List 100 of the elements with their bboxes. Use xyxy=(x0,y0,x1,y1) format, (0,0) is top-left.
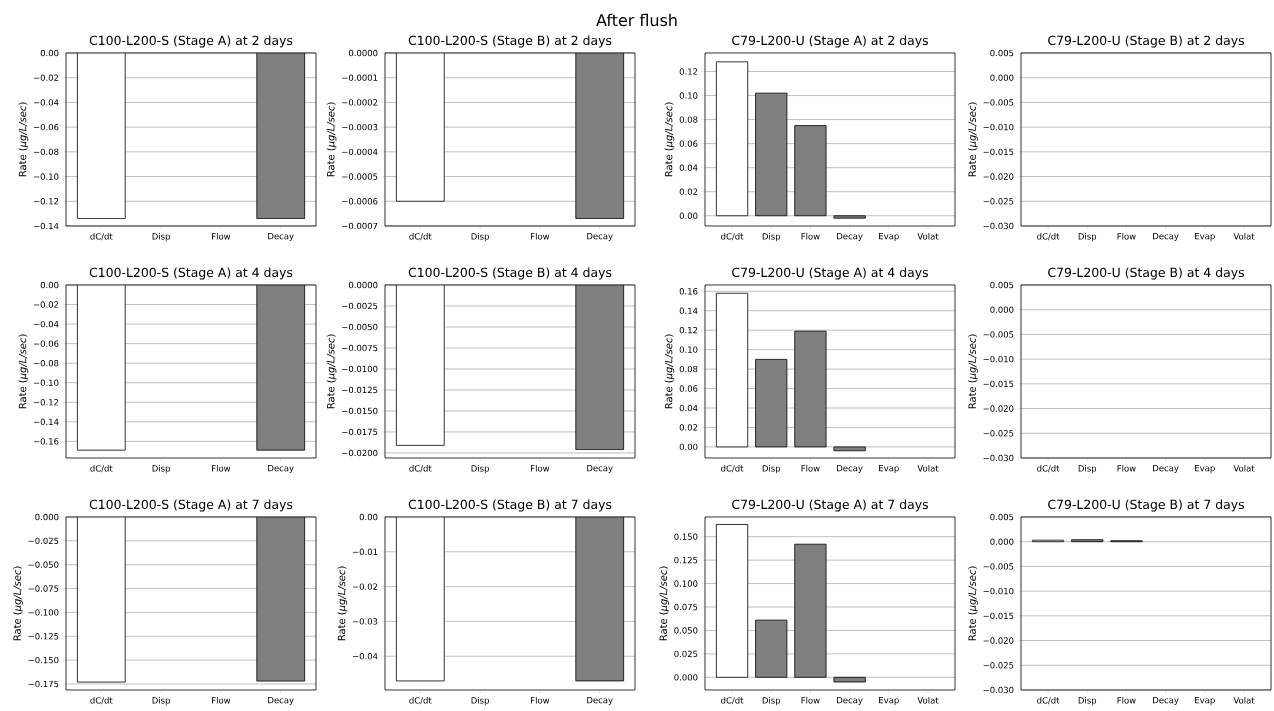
y-tick-label: −0.0125 xyxy=(342,386,378,394)
y-tick-label: −0.0100 xyxy=(342,365,378,373)
x-tick-label: Flow xyxy=(212,233,231,240)
chart-title: C100-L200-S (Stage A) at 2 days xyxy=(89,35,293,48)
x-tick-label: Decay xyxy=(268,233,294,241)
x-tick-label: Volat xyxy=(917,465,939,472)
y-tick-label: −0.030 xyxy=(983,686,1014,694)
y-axis-title: Rate (μg/L/sec) xyxy=(968,102,978,177)
y-tick-label: 0.04 xyxy=(679,404,698,412)
bar xyxy=(715,61,749,217)
x-tick-label: Decay xyxy=(268,697,294,705)
y-tick-label: −0.10 xyxy=(33,173,59,180)
y-tick-label: −0.08 xyxy=(33,359,59,367)
chart-title: C100-L200-S (Stage A) at 4 days xyxy=(89,267,293,280)
y-tick-label: −0.015 xyxy=(983,148,1014,156)
y-axis-title: Rate (μg/L/sec) xyxy=(664,102,675,177)
x-tick-label: Disp xyxy=(1078,232,1097,242)
text: After flush xyxy=(596,13,677,27)
x-tick-label: Decay xyxy=(587,233,613,241)
bar xyxy=(833,676,866,683)
y-tick-label: −0.08 xyxy=(33,148,59,156)
x-tick-label: dC/dt xyxy=(409,697,432,705)
y-tick-label: −0.025 xyxy=(983,662,1014,669)
x-tick-label: dC/dt xyxy=(721,465,744,473)
y-tick-label: 0.12 xyxy=(679,68,698,75)
x-tick-label: Volat xyxy=(917,233,939,240)
y-tick-label: −0.150 xyxy=(28,656,59,664)
y-tick-label: −0.12 xyxy=(33,198,59,205)
y-tick-label: −0.025 xyxy=(983,198,1014,205)
y-tick-label: 0.00 xyxy=(679,443,698,451)
bar xyxy=(715,524,749,678)
y-tick-label: −0.04 xyxy=(352,653,378,660)
y-axis-title: Rate (μg/L/sec) xyxy=(326,334,337,409)
y-tick-label: −0.020 xyxy=(983,637,1014,644)
x-tick-label: Disp xyxy=(152,697,170,706)
y-tick-label: 0.10 xyxy=(679,346,698,353)
y-tick-label: −0.020 xyxy=(983,405,1014,412)
y-tick-label: −0.0005 xyxy=(342,173,378,180)
y-tick-label: 0.00 xyxy=(40,49,59,57)
bar xyxy=(755,358,788,448)
y-tick-label: −0.16 xyxy=(33,438,59,445)
y-tick-label: −0.015 xyxy=(983,612,1014,620)
x-tick-label: Disp xyxy=(471,697,489,706)
y-tick-label: 0.10 xyxy=(679,92,698,99)
y-tick-label: 0.005 xyxy=(990,513,1014,521)
y-tick-label: −0.030 xyxy=(983,222,1014,230)
y-tick-label: 0.000 xyxy=(990,538,1014,545)
y-tick-label: 0.000 xyxy=(990,306,1014,313)
x-tick-label: Flow xyxy=(801,465,820,472)
y-tick-label: −0.04 xyxy=(33,99,59,106)
y-tick-label: 0.150 xyxy=(674,533,698,540)
x-tick-label: Disp xyxy=(762,697,781,706)
x-tick-label: Decay xyxy=(837,233,863,241)
y-tick-label: 0.0000 xyxy=(348,281,378,289)
y-tick-label: −0.06 xyxy=(33,340,59,347)
y-tick-label: 0.08 xyxy=(679,365,698,373)
y-tick-label: −0.010 xyxy=(983,355,1014,363)
x-tick-label: dC/dt xyxy=(409,465,432,473)
chart-title: C100-L200-S (Stage B) at 4 days xyxy=(408,267,612,280)
y-tick-label: 0.005 xyxy=(990,281,1014,289)
y-tick-label: −0.0025 xyxy=(342,302,378,310)
y-tick-label: −0.005 xyxy=(983,563,1014,570)
y-tick-label: −0.10 xyxy=(33,379,59,386)
y-tick-label: −0.050 xyxy=(28,561,59,568)
x-tick-label: Decay xyxy=(1153,697,1179,705)
y-tick-label: −0.06 xyxy=(33,123,59,131)
y-tick-label: 0.0000 xyxy=(348,49,378,57)
x-tick-label: dC/dt xyxy=(90,233,113,241)
y-axis-title: Rate (μg/L/sec) xyxy=(337,566,348,641)
x-tick-label: Volat xyxy=(1233,232,1255,240)
y-tick-label: −0.0002 xyxy=(342,99,378,106)
y-tick-label: −0.025 xyxy=(28,537,59,545)
x-tick-label: dC/dt xyxy=(721,697,744,705)
y-tick-label: −0.0003 xyxy=(342,123,378,131)
bar xyxy=(755,92,788,217)
x-tick-label: dC/dt xyxy=(1037,232,1060,241)
x-tick-label: Flow xyxy=(531,697,550,704)
x-tick-label: dC/dt xyxy=(90,465,113,473)
x-tick-label: Flow xyxy=(1117,696,1136,704)
y-tick-label: −0.04 xyxy=(33,320,59,328)
y-tick-label: −0.0001 xyxy=(342,74,378,81)
y-tick-label: 0.08 xyxy=(679,116,698,123)
y-axis-title: Rate (μg/L/sec) xyxy=(18,102,29,177)
y-tick-label: 0.025 xyxy=(674,650,698,658)
y-tick-label: 0.04 xyxy=(679,164,698,171)
y-tick-label: 0.000 xyxy=(990,74,1014,81)
x-tick-label: Disp xyxy=(1078,696,1097,706)
chart-title: C100-L200-S (Stage B) at 2 days xyxy=(408,35,612,48)
x-tick-label: dC/dt xyxy=(721,233,744,241)
chart-title: C79-L200-U (Stage B) at 7 days xyxy=(1048,499,1244,512)
y-axis-title: Rate (μg/L/sec) xyxy=(13,566,23,641)
bar xyxy=(715,292,749,448)
x-tick-label: Flow xyxy=(1117,464,1136,472)
y-tick-label: −0.0007 xyxy=(342,222,378,230)
y-tick-label: −0.14 xyxy=(33,418,59,426)
y-axis-title: Rate (μg/L/sec) xyxy=(968,566,978,641)
y-tick-label: −0.14 xyxy=(33,222,59,230)
y-tick-label: −0.0006 xyxy=(342,198,378,205)
x-tick-label: Disp xyxy=(762,233,781,242)
y-tick-label: −0.005 xyxy=(983,99,1014,106)
